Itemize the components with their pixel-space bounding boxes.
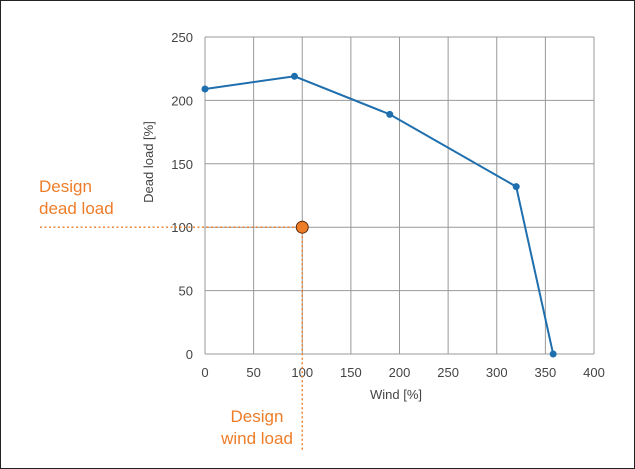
y-tick-label: 150 [171,157,193,172]
design-wind-load-label-line2: wind load [220,429,293,448]
design-wind-load-label-line1: Design [231,407,284,426]
x-tick-label: 250 [437,365,459,380]
y-tick-label: 200 [171,93,193,108]
data-point [512,183,520,191]
x-tick-label: 150 [340,365,362,380]
x-tick-labels: 0 50 100 150 200 250 300 350 400 [201,365,604,380]
y-tick-label: 250 [171,30,193,45]
y-axis-label: Dead load [%] [141,121,156,203]
data-point [549,350,557,358]
x-tick-label: 0 [201,365,208,380]
design-guide-lines [40,226,303,452]
design-point-group [295,220,309,234]
x-tick-label: 50 [246,365,260,380]
data-point [201,85,209,93]
grid-lines [204,36,595,355]
data-point [386,110,394,118]
y-tick-label: 50 [179,284,193,299]
series-line [204,75,555,355]
design-dead-load-label-line2: dead load [39,199,114,218]
y-tick-labels: 0 50 100 150 200 250 [171,30,193,362]
x-tick-label: 400 [583,365,605,380]
design-point-marker [295,220,309,234]
y-tick-label: 100 [171,220,193,235]
x-tick-label: 300 [486,365,508,380]
x-tick-label: 350 [535,365,557,380]
design-dead-load-label-line1: Design [39,177,92,196]
x-axis-label: Wind [%] [370,387,422,402]
series-group [201,72,557,358]
x-tick-label: 200 [389,365,411,380]
data-point [290,72,298,80]
y-tick-label: 0 [186,347,193,362]
